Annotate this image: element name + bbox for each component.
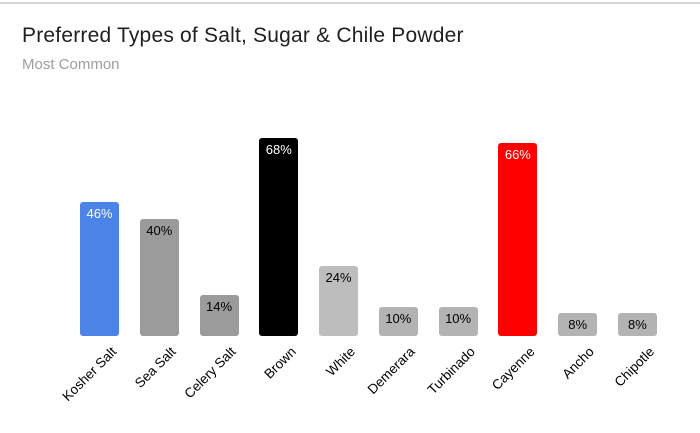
bar: 68% xyxy=(259,137,299,336)
bar-column: 10% Turbinado xyxy=(424,120,478,397)
x-axis-label: White xyxy=(323,344,359,380)
x-axis-label: Ancho xyxy=(559,344,598,382)
bar-value-label: 24% xyxy=(325,269,352,285)
bar-value-label: 14% xyxy=(206,299,233,315)
bar-value-label: 8% xyxy=(568,316,588,332)
bar-value-label: 46% xyxy=(86,205,113,221)
bar-column: 66% Cayenne xyxy=(489,120,538,393)
bar: 14% xyxy=(199,295,239,336)
bar: 8% xyxy=(617,312,657,336)
bar: 40% xyxy=(139,219,179,336)
bar: 10% xyxy=(378,306,418,336)
bar: 46% xyxy=(80,201,119,336)
x-axis-label: Turbinado xyxy=(424,344,478,398)
bar-column: 46% Kosher Salt xyxy=(59,120,119,404)
bar-value-label: 10% xyxy=(445,310,472,326)
bar-column: 10% Demerara xyxy=(365,120,418,397)
bar-column: 68% Brown xyxy=(259,120,299,382)
chart-subtitle: Most Common xyxy=(22,56,120,73)
x-axis-label: Cayenne xyxy=(488,344,538,393)
chart-title: Preferred Types of Salt, Sugar & Chile P… xyxy=(22,24,464,47)
bar: 66% xyxy=(498,143,538,336)
x-axis-label: Brown xyxy=(260,344,299,382)
bar-column: 24% White xyxy=(319,120,359,379)
bar-value-label: 68% xyxy=(265,141,292,157)
x-axis-label: Kosher Salt xyxy=(59,344,120,404)
bar: 8% xyxy=(558,312,598,336)
bar-column: 8% Ancho xyxy=(558,120,598,382)
bar-column: 8% Chipotle xyxy=(611,120,657,390)
bar-plot: 46% Kosher Salt 40% Sea Salt 14% Celery Salt 6… xyxy=(59,120,657,404)
top-divider xyxy=(0,2,700,4)
bar-column: 14% Celery Salt xyxy=(181,120,239,401)
bar-value-label: 66% xyxy=(504,147,531,163)
bar-column: 40% Sea Salt xyxy=(132,120,179,391)
bar-value-label: 40% xyxy=(146,223,173,239)
x-axis-label: Demerara xyxy=(364,344,418,398)
bar-value-label: 10% xyxy=(385,310,412,326)
bar: 24% xyxy=(319,265,359,336)
x-axis-label: Chipotle xyxy=(611,344,657,390)
x-axis-label: Celery Salt xyxy=(181,344,239,402)
bar-value-label: 8% xyxy=(627,316,647,332)
bar: 10% xyxy=(438,306,478,336)
x-axis-label: Sea Salt xyxy=(132,344,179,391)
